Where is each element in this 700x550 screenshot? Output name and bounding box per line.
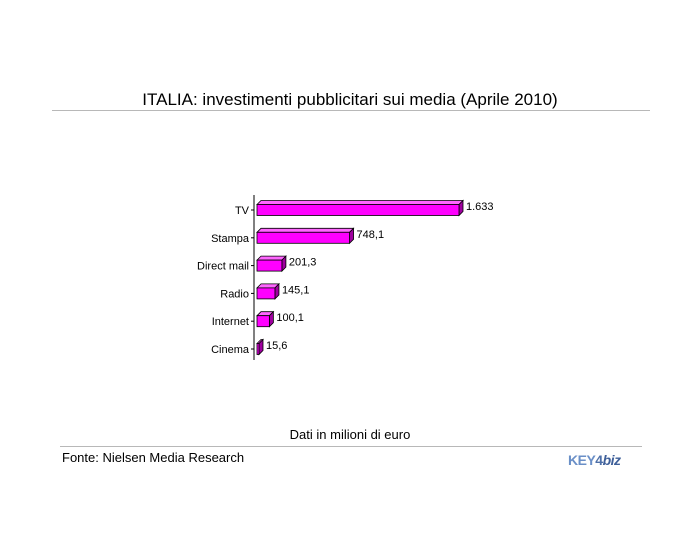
category-label: Internet — [212, 316, 249, 328]
bar-top-face — [256, 255, 287, 261]
data-label: 145,1 — [282, 284, 310, 296]
logo-part-biz: biz — [602, 452, 621, 468]
bar-top-face — [256, 200, 464, 205]
data-label: 100,1 — [276, 312, 304, 324]
logo-part-key: KEY — [568, 452, 596, 468]
unit-note: Dati in milioni di euro — [289, 427, 411, 442]
category-label: Direct mail — [197, 261, 249, 273]
data-label: 201,3 — [289, 257, 317, 269]
key4biz-logo: KEY4biz — [568, 452, 621, 468]
data-label: 1.633 — [466, 201, 494, 213]
bar — [256, 204, 460, 216]
category-label: TV — [235, 205, 250, 217]
footer-divider — [60, 446, 642, 447]
bar — [256, 287, 276, 300]
bar — [256, 259, 283, 272]
data-label: 15,6 — [266, 340, 287, 352]
bar-top-face — [256, 227, 355, 233]
category-label: Radio — [220, 288, 249, 300]
data-label: 748,1 — [357, 229, 385, 241]
chart-title: ITALIA: investimenti pubblicitari sui me… — [142, 90, 558, 109]
bar — [256, 231, 350, 244]
bar — [256, 343, 260, 355]
logo-part-four: 4 — [595, 452, 603, 468]
title-divider — [52, 110, 650, 111]
source-text: Fonte: Nielsen Media Research — [62, 450, 245, 465]
category-label: Cinema — [211, 344, 250, 356]
category-label: Stampa — [211, 233, 250, 245]
bar — [256, 315, 270, 328]
